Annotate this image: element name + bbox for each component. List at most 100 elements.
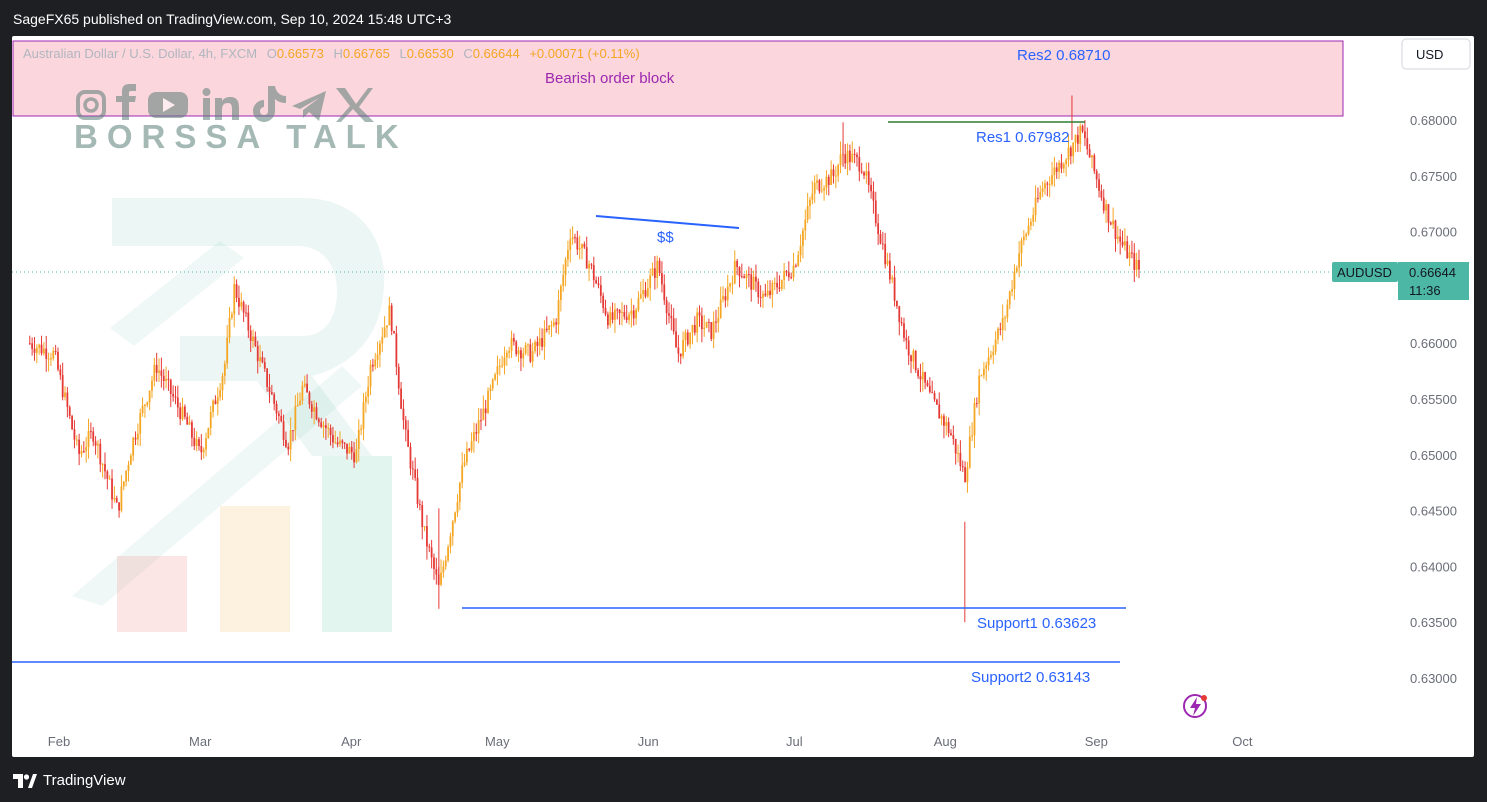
currency-button[interactable] bbox=[1401, 38, 1471, 70]
tradingview-logo[interactable]: TradingView bbox=[13, 772, 126, 789]
candle-body bbox=[611, 312, 614, 320]
candle-body bbox=[80, 451, 83, 454]
candle-body bbox=[912, 350, 915, 362]
candle-body bbox=[818, 180, 821, 192]
close-value: 0.66644 bbox=[473, 46, 520, 61]
candle-body bbox=[71, 415, 73, 430]
candle-body bbox=[764, 293, 767, 296]
candle-body bbox=[282, 421, 285, 440]
candle-body bbox=[219, 390, 222, 398]
candle-body bbox=[966, 467, 969, 483]
liquidity-line[interactable] bbox=[595, 215, 740, 229]
candle-body bbox=[621, 311, 623, 314]
countdown-text: 11:36 bbox=[1409, 283, 1441, 298]
candle-body bbox=[223, 363, 226, 376]
candle-body bbox=[837, 164, 840, 176]
price-chart[interactable]: BORSSA TALK Australian Dollar / U.S. Dol… bbox=[12, 36, 1474, 757]
candle-body bbox=[637, 298, 640, 310]
candle-body bbox=[129, 455, 132, 465]
candle-body bbox=[853, 153, 856, 155]
candle-body bbox=[315, 407, 318, 420]
candle-body bbox=[668, 313, 670, 316]
candle-body bbox=[914, 350, 917, 371]
candle-body bbox=[1123, 241, 1126, 246]
candle-body bbox=[740, 276, 743, 278]
candle-body bbox=[602, 295, 605, 309]
candle-body bbox=[268, 387, 271, 393]
last-price-text: 0.66644 bbox=[1409, 265, 1456, 280]
candle-body bbox=[158, 370, 160, 373]
candle-body bbox=[731, 283, 734, 285]
ohlc-legend: Australian Dollar / U.S. Dollar, 4h, FXC… bbox=[23, 46, 640, 61]
candle-body bbox=[1020, 240, 1023, 254]
candle-body bbox=[181, 406, 184, 419]
candle-body bbox=[144, 404, 146, 406]
time-axis: Feb Mar Apr May Jun Jul Aug Sep Oct bbox=[48, 734, 1253, 749]
candle-body bbox=[943, 416, 945, 426]
candle-body bbox=[947, 422, 950, 434]
lightning-icon[interactable] bbox=[1183, 694, 1207, 718]
candle-body bbox=[207, 427, 210, 438]
candle-body bbox=[769, 290, 771, 296]
x-tick-label: Mar bbox=[189, 734, 212, 749]
candle-body bbox=[280, 415, 283, 422]
candle-body bbox=[726, 286, 729, 301]
candle-body bbox=[834, 175, 837, 177]
candle-body bbox=[849, 150, 851, 162]
candle-body bbox=[329, 427, 332, 436]
candle-body bbox=[597, 283, 600, 286]
candle-body bbox=[386, 325, 388, 328]
candle-body bbox=[127, 464, 130, 471]
order-block-label: Bearish order block bbox=[545, 70, 675, 87]
candle-body bbox=[872, 191, 875, 201]
candle-body bbox=[1008, 291, 1011, 305]
candle-body bbox=[1048, 184, 1051, 186]
candle-body bbox=[884, 244, 887, 265]
candle-body bbox=[1112, 220, 1115, 225]
candle-body bbox=[527, 344, 529, 346]
candle-body bbox=[926, 382, 929, 386]
candle-body bbox=[447, 546, 449, 561]
candle-body bbox=[313, 407, 316, 412]
candle-body bbox=[860, 171, 863, 173]
candle-body bbox=[89, 431, 92, 433]
candle-body bbox=[1046, 183, 1049, 185]
candle-body bbox=[851, 153, 854, 162]
candle-body bbox=[524, 345, 527, 354]
chart-panel[interactable]: BORSSA TALK Australian Dollar / U.S. Dol… bbox=[12, 36, 1474, 757]
candle-body bbox=[198, 439, 200, 447]
symbol-description: Australian Dollar / U.S. Dollar, 4h, FXC… bbox=[23, 46, 257, 61]
candle-body bbox=[1029, 221, 1032, 226]
candle-body bbox=[139, 413, 142, 434]
candle-body bbox=[564, 259, 567, 276]
candle-body bbox=[193, 437, 196, 446]
candle-body bbox=[900, 322, 903, 324]
candle-body bbox=[630, 310, 633, 315]
candle-body bbox=[924, 372, 927, 383]
candle-body bbox=[1051, 175, 1053, 185]
candle-body bbox=[515, 341, 518, 355]
candle-body bbox=[306, 383, 308, 393]
candle-body bbox=[1034, 197, 1037, 216]
candle-body bbox=[999, 328, 1002, 330]
candle-body bbox=[440, 572, 442, 585]
candle-body bbox=[1084, 131, 1086, 139]
price-scale[interactable]: USD 0.680000.675000.670000.665000.660000… bbox=[1332, 38, 1471, 686]
candle-body bbox=[921, 372, 924, 380]
candle-body bbox=[101, 464, 104, 466]
instagram-icon bbox=[76, 90, 106, 120]
candle-body bbox=[820, 190, 823, 192]
candle-body bbox=[113, 497, 116, 500]
candle-body bbox=[153, 364, 156, 381]
candle-body bbox=[1138, 259, 1140, 270]
candle-body bbox=[47, 358, 50, 360]
x-tick-label: Oct bbox=[1232, 734, 1253, 749]
candle-body bbox=[82, 451, 85, 453]
candle-body bbox=[482, 408, 485, 421]
candle-body bbox=[646, 288, 649, 297]
candle-body bbox=[273, 394, 276, 404]
candle-body bbox=[242, 302, 245, 313]
candle-body bbox=[1018, 253, 1021, 268]
candle-body bbox=[990, 355, 992, 358]
candle-body bbox=[57, 351, 59, 370]
